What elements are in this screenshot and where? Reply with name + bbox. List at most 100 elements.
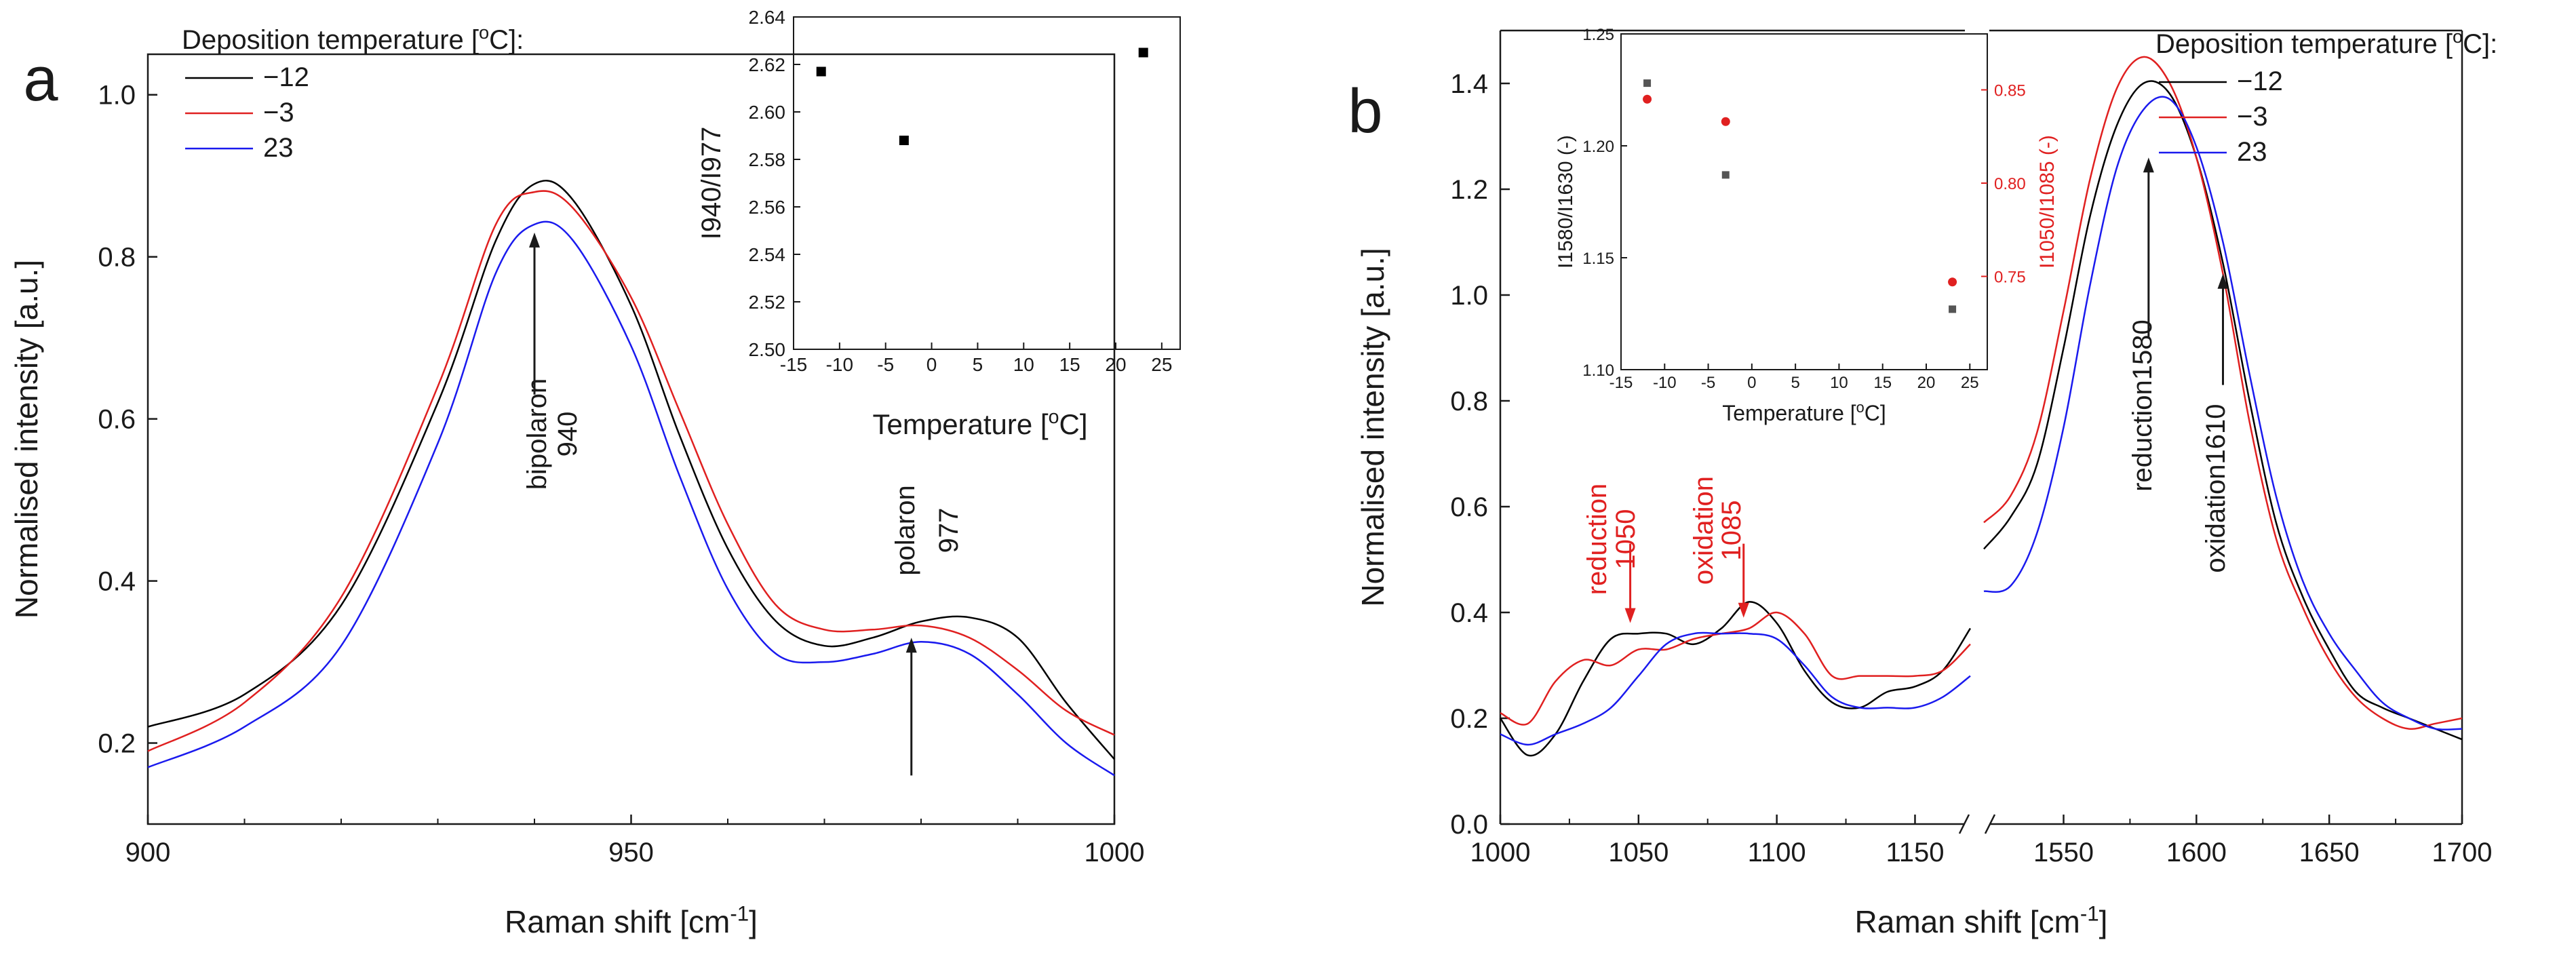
b-x-tick-label: 1000 xyxy=(1470,838,1531,867)
b-oxidation-value: 1085 xyxy=(1717,501,1746,561)
a-bipolaron-arrow-head xyxy=(529,232,540,248)
b-series-line-left xyxy=(1499,601,1972,757)
a-inset-point xyxy=(816,66,826,77)
a-series-line xyxy=(147,180,1115,760)
a-inset-y-tick-label: 2.54 xyxy=(749,244,786,265)
b-x-tick-label: 1100 xyxy=(1748,838,1806,867)
b-x-tick-label: 1150 xyxy=(1886,838,1944,867)
b-series-line-left xyxy=(1500,611,1971,726)
b-x-tick-label: 1550 xyxy=(2033,838,2094,867)
a-bipolaron-value: 940 xyxy=(553,412,583,457)
b-x-tick-label: 1650 xyxy=(2299,838,2360,867)
panel-label-a: a xyxy=(23,45,58,114)
a-inset-x-tick-label: 25 xyxy=(1151,354,1172,375)
a-inset-x-tick-label: -10 xyxy=(826,354,853,375)
panel-label-b: b xyxy=(1348,77,1382,146)
b-reduction1580-arrow-head xyxy=(2143,157,2154,173)
b-inset-frame xyxy=(1620,33,1988,370)
a-inset-x-tick-label: -5 xyxy=(877,354,894,375)
a-series-line xyxy=(147,190,1115,752)
b-inset-y-tick-label-left: 1.20 xyxy=(1582,138,1614,156)
a-inset-x-tick-label: 20 xyxy=(1105,354,1126,375)
a-inset-y-tick-label: 2.60 xyxy=(749,102,786,123)
b-inset-point-left xyxy=(1721,171,1730,179)
b-inset-y-tick-label-right: 0.80 xyxy=(1994,175,2026,193)
b-inset-x-tick-label: 25 xyxy=(1961,374,1979,392)
b-series-line-left xyxy=(1500,631,1971,746)
b-inset-x-tick-label: 0 xyxy=(1747,374,1756,392)
a-inset-y-tick-label: 2.58 xyxy=(749,149,786,170)
a-polaron-label: polaron xyxy=(891,485,920,575)
b-oxidation1610-arrow-head xyxy=(2217,273,2229,289)
b-inset-y-tick-label-left: 1.25 xyxy=(1582,26,1614,44)
b-inset-y-tick-label-left: 1.10 xyxy=(1582,362,1614,380)
b-y-tick-label: 0.4 xyxy=(1450,598,1488,628)
a-bipolaron-label: bipolaron xyxy=(522,378,552,490)
b-inset-y-tick-label-right: 0.75 xyxy=(1994,269,2026,287)
b-y-tick-label: 1.0 xyxy=(1450,281,1488,311)
b-inset-x-tick-label: -10 xyxy=(1653,374,1677,392)
b-inset-point-left xyxy=(1949,305,1957,313)
b-oxidation-label: oxidation xyxy=(1689,476,1719,585)
b-legend-label: −12 xyxy=(2237,66,2283,96)
a-inset-point xyxy=(899,136,909,145)
b-reduction1050-arrow-head xyxy=(1624,608,1636,623)
b-x-axis-label: Raman shift [cm-1] xyxy=(1855,902,2108,939)
a-legend-label: −12 xyxy=(263,62,309,92)
b-inset-point-right xyxy=(1721,117,1730,126)
a-inset-x-tick-label: 0 xyxy=(926,354,937,375)
a-x-axis-label: Raman shift [cm-1] xyxy=(505,902,758,939)
b-oxidation1610-label: oxidation1610 xyxy=(2201,404,2231,572)
b-y-tick-label: 0.6 xyxy=(1450,492,1488,522)
a-polaron-arrow-head xyxy=(905,638,917,653)
b-axis-break xyxy=(1958,814,1970,834)
a-inset-y-tick-label: 2.62 xyxy=(749,54,786,75)
a-y-tick-label: 0.4 xyxy=(98,567,136,597)
b-inset-point-right xyxy=(1948,277,1957,287)
b-inset-y-tick-label-left: 1.15 xyxy=(1582,250,1614,268)
a-x-tick-label: 900 xyxy=(125,838,171,867)
b-y-tick-label: 0.2 xyxy=(1450,704,1488,734)
a-inset-frame xyxy=(793,16,1181,350)
a-inset-point xyxy=(1138,47,1148,58)
b-x-tick-label: 1600 xyxy=(2166,838,2227,867)
a-inset-x-tick-label: 15 xyxy=(1059,354,1080,375)
a-y-tick-label: 1.0 xyxy=(98,81,136,111)
b-inset-point-left xyxy=(1643,79,1652,87)
b-y-tick-label: 1.4 xyxy=(1450,69,1488,99)
b-reduction1580-label: reduction1580 xyxy=(2128,319,2158,492)
b-inset-x-tick-label: 20 xyxy=(1917,374,1936,392)
a-series-line xyxy=(147,220,1115,777)
b-inset-point-right xyxy=(1643,94,1652,104)
a-legend-title: Deposition temperature [oC]: xyxy=(182,22,524,55)
b-y-tick-label: 0.8 xyxy=(1450,387,1488,416)
b-inset-y-axis-label-right: I1050/I1085 (-) xyxy=(2036,135,2058,269)
b-series-line-right xyxy=(1983,80,2463,741)
a-inset-x-tick-label: 10 xyxy=(1013,354,1034,375)
b-x-tick-label: 1050 xyxy=(1608,838,1668,867)
b-legend-title: Deposition temperature [oC]: xyxy=(2155,26,2497,59)
b-series-line-right xyxy=(1983,96,2463,730)
b-reduction-label: reduction xyxy=(1582,484,1612,595)
b-series-line-right xyxy=(1983,56,2463,730)
b-inset-x-tick-label: 5 xyxy=(1791,374,1799,392)
b-inset-y-axis-label-left: I1580/I1630 (-) xyxy=(1555,135,1577,269)
a-inset-y-tick-label: 2.56 xyxy=(749,197,786,218)
a-y-tick-label: 0.2 xyxy=(98,729,136,759)
b-reduction-value: 1050 xyxy=(1611,509,1641,570)
a-y-tick-label: 0.8 xyxy=(98,243,136,273)
b-inset-x-tick-label: -5 xyxy=(1701,374,1715,392)
a-inset-y-axis-label: I940/I977 xyxy=(697,127,726,240)
a-x-tick-label: 950 xyxy=(608,838,654,867)
b-oxidation1085-arrow-head xyxy=(1738,602,1749,618)
b-legend-label: 23 xyxy=(2237,137,2267,167)
b-axis-break xyxy=(1984,814,1996,834)
b-inset-x-tick-label: -15 xyxy=(1609,374,1633,392)
a-inset-x-tick-label: -15 xyxy=(780,354,807,375)
a-y-axis-label: Normalised intensity [a.u.] xyxy=(9,260,44,619)
b-inset-x-tick-label: 10 xyxy=(1830,374,1848,392)
b-x-tick-label: 1700 xyxy=(2432,838,2493,867)
a-legend-label: 23 xyxy=(263,133,294,163)
a-inset-y-tick-label: 2.64 xyxy=(749,7,786,28)
a-inset-y-tick-label: 2.52 xyxy=(749,292,786,313)
